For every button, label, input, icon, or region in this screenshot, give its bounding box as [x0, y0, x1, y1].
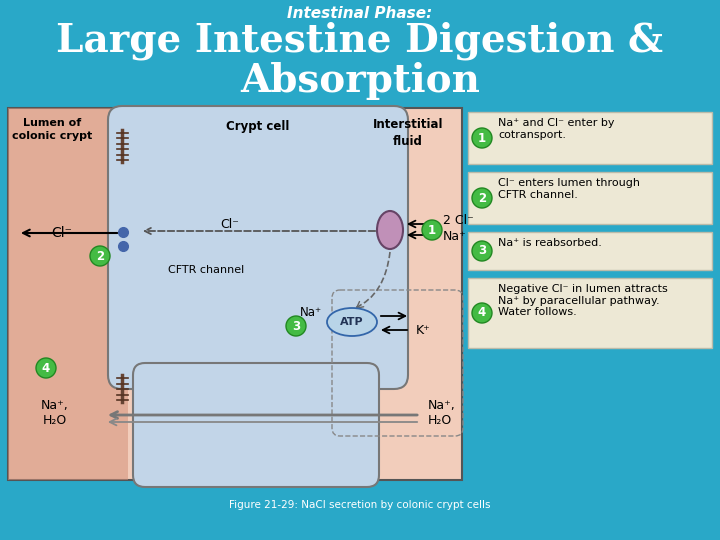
Text: Crypt cell: Crypt cell [226, 120, 289, 133]
Circle shape [36, 358, 56, 378]
Text: 3: 3 [478, 245, 486, 258]
Text: Interstitial
fluid: Interstitial fluid [373, 118, 444, 148]
Circle shape [472, 128, 492, 148]
Text: CFTR channel: CFTR channel [168, 265, 244, 275]
Text: Na⁺: Na⁺ [300, 307, 322, 320]
Text: 4: 4 [42, 361, 50, 375]
Bar [468, 112, 712, 164]
Text: Negative Cl⁻ in lumen attracts
Na⁺ by paracellular pathway.
Water follows.: Negative Cl⁻ in lumen attracts Na⁺ by pa… [498, 284, 667, 317]
Text: 1: 1 [478, 132, 486, 145]
Text: Na⁺,: Na⁺, [428, 399, 456, 411]
Text: Na⁺: Na⁺ [443, 230, 467, 242]
Circle shape [472, 241, 492, 261]
Circle shape [472, 303, 492, 323]
Text: Large Intestine Digestion &: Large Intestine Digestion & [56, 22, 664, 60]
Bar [468, 278, 712, 348]
Text: Na⁺ and Cl⁻ enter by
cotransport.: Na⁺ and Cl⁻ enter by cotransport. [498, 118, 614, 140]
Bar [318, 108, 470, 480]
Circle shape [472, 188, 492, 208]
Text: ATP: ATP [340, 317, 364, 327]
Text: Na⁺,: Na⁺, [41, 399, 69, 411]
Ellipse shape [327, 308, 377, 336]
Circle shape [286, 316, 306, 336]
Text: 2: 2 [478, 192, 486, 205]
Text: Cl⁻ enters lumen through
CFTR channel.: Cl⁻ enters lumen through CFTR channel. [498, 178, 640, 200]
Text: Intestinal Phase:: Intestinal Phase: [287, 6, 433, 21]
Text: H₂O: H₂O [428, 414, 452, 427]
Text: K⁺: K⁺ [416, 323, 431, 336]
Text: 2: 2 [96, 249, 104, 262]
FancyBboxPatch shape [108, 106, 408, 389]
Text: 1: 1 [428, 224, 436, 237]
FancyBboxPatch shape [133, 363, 379, 487]
Text: Lumen of
colonic crypt: Lumen of colonic crypt [12, 118, 92, 141]
Text: Figure 21-29: NaCl secretion by colonic crypt cells: Figure 21-29: NaCl secretion by colonic … [229, 500, 491, 510]
Text: Na⁺ is reabsorbed.: Na⁺ is reabsorbed. [498, 238, 602, 248]
Circle shape [422, 220, 442, 240]
Circle shape [90, 246, 110, 266]
Bar [8, 108, 462, 480]
Text: Absorption: Absorption [240, 62, 480, 100]
Bar [468, 172, 712, 224]
Ellipse shape [377, 211, 403, 249]
Text: 3: 3 [292, 320, 300, 333]
Bar [8, 108, 128, 480]
Bar [468, 232, 712, 270]
Text: Cl⁻: Cl⁻ [52, 226, 73, 240]
Text: 2 Cl⁻: 2 Cl⁻ [443, 214, 474, 227]
Text: 4: 4 [478, 307, 486, 320]
Text: H₂O: H₂O [43, 414, 67, 427]
Text: Cl⁻: Cl⁻ [220, 219, 240, 232]
